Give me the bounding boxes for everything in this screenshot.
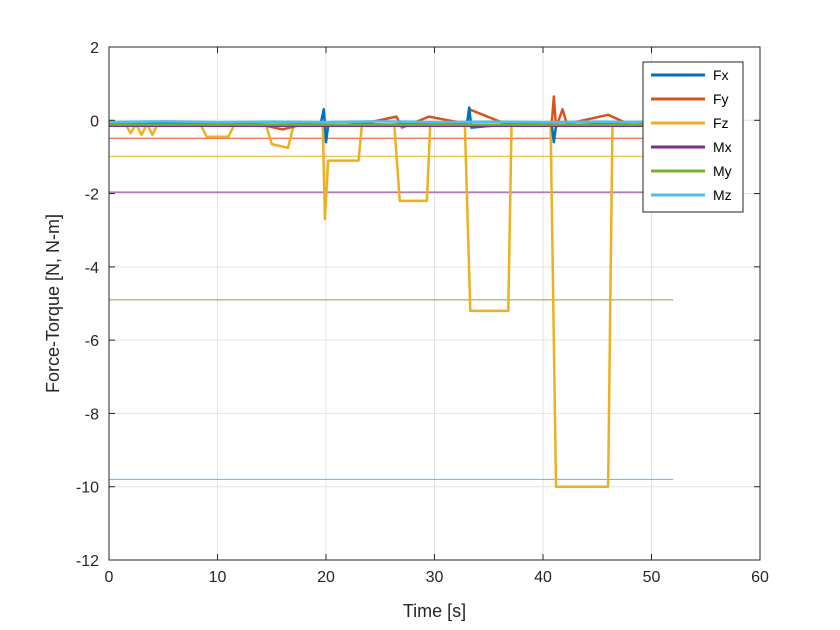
series-lines — [108, 95, 674, 488]
y-tick-label: -6 — [85, 333, 99, 350]
reference-lines — [109, 137, 674, 480]
legend-label-fz: Fz — [713, 115, 729, 131]
y-tick-label: -10 — [76, 480, 99, 497]
legend-label-fy: Fy — [713, 91, 729, 107]
y-tick-label: -8 — [85, 406, 99, 423]
axis-ticks: 0 10 20 30 40 50 60 -12 -10 -8 -6 -4 -2 0 2 — [76, 40, 769, 586]
x-axis-label: Time [s] — [403, 601, 466, 621]
x-tick-label: 20 — [317, 569, 335, 586]
x-tick-label: 0 — [105, 569, 114, 586]
series-line-mz — [108, 120, 674, 124]
x-tick-label: 10 — [209, 569, 227, 586]
legend-label-fx: Fx — [713, 67, 729, 83]
legend-box — [642, 61, 744, 213]
legend-label-mz: Mz — [713, 187, 732, 203]
y-tick-label: -2 — [85, 187, 99, 204]
x-tick-label: 50 — [643, 569, 661, 586]
legend-label-mx: Mx — [713, 139, 732, 155]
legend: Fx Fy Fz Mx My Mz — [642, 61, 744, 213]
y-tick-label: -12 — [76, 553, 99, 570]
legend-label-my: My — [713, 163, 732, 179]
y-tick-label: 2 — [90, 40, 99, 57]
y-tick-label: 0 — [90, 113, 99, 130]
x-tick-label: 30 — [426, 569, 444, 586]
y-tick-label: -4 — [85, 260, 99, 277]
x-tick-label: 60 — [751, 569, 769, 586]
y-axis-label: Force-Torque [N, N-m] — [43, 214, 63, 393]
x-tick-label: 40 — [534, 569, 552, 586]
